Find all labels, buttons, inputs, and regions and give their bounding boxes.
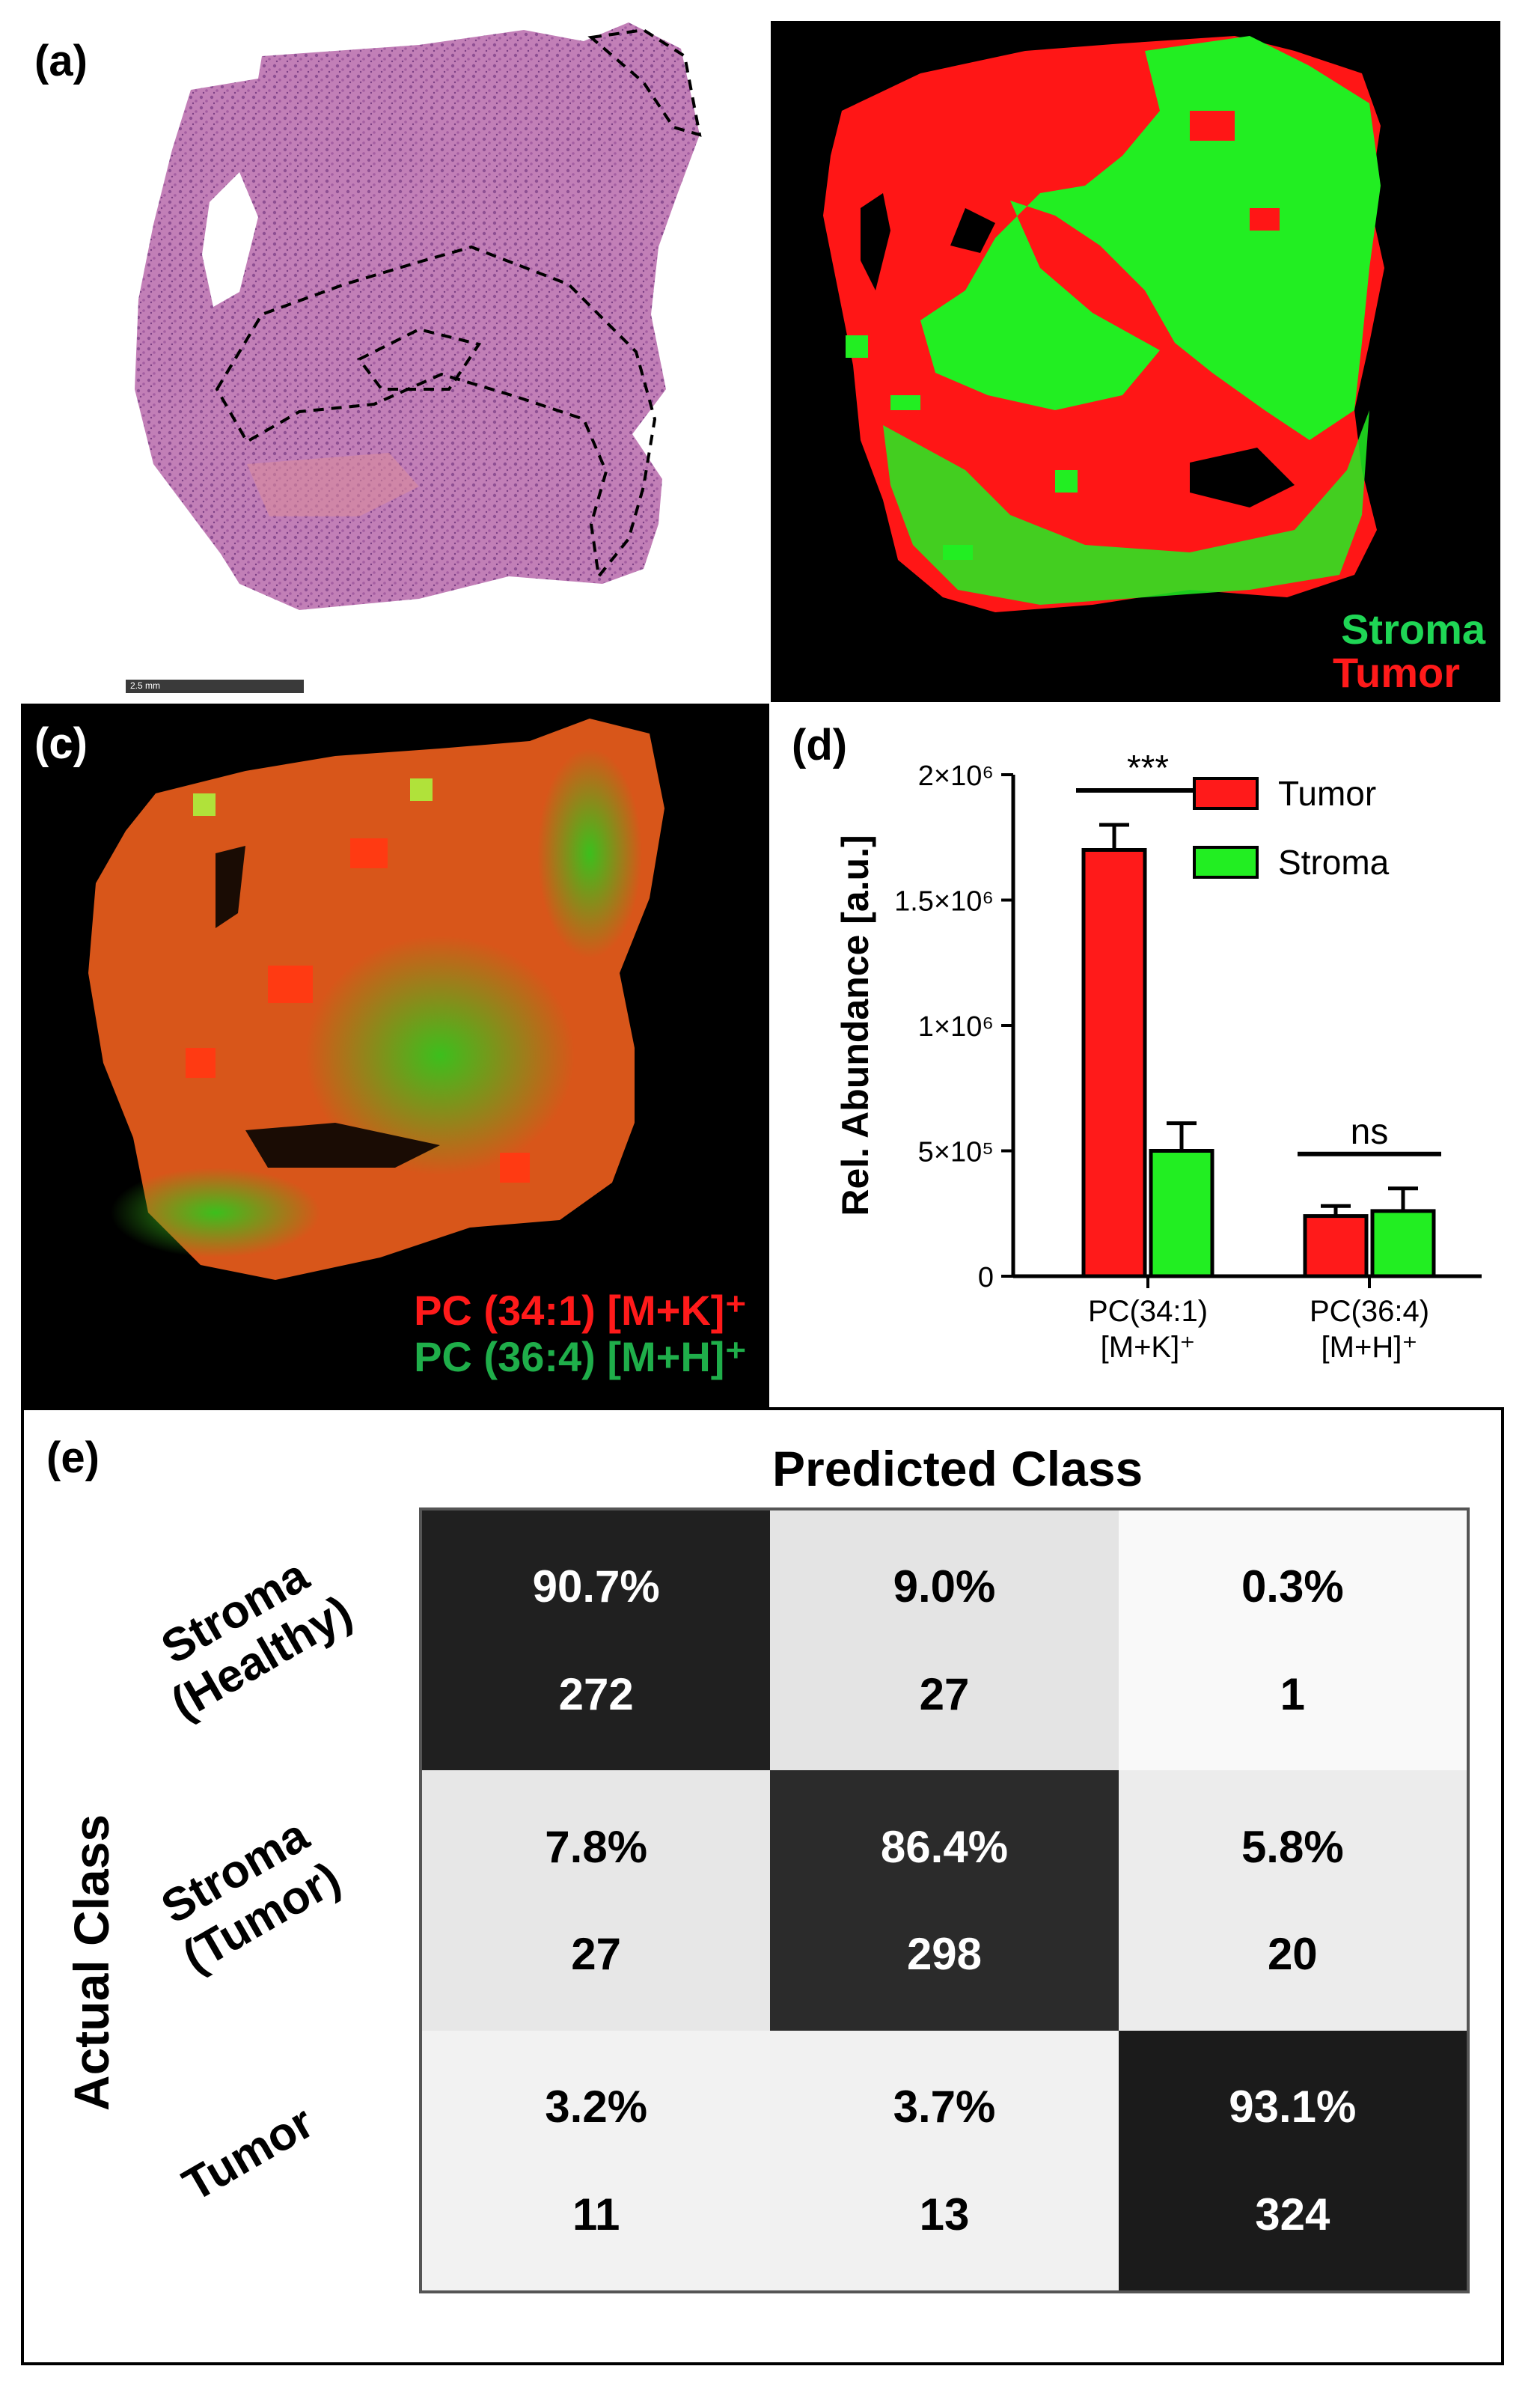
- cell-count: 27: [919, 1668, 970, 1719]
- bar-stroma-1: [1370, 1209, 1436, 1278]
- bar-chart: 0 5×10⁵ 1×10⁶ 1.5×10⁶ 2×10⁶ Rel. Abundance [a…: [834, 749, 1482, 1364]
- significance-label-0: ***: [1127, 749, 1169, 788]
- matrix-cell-0-0: 90.7% 272: [422, 1510, 771, 1771]
- panel-d-label: (d): [792, 721, 848, 769]
- bar-tumor-0: [1081, 848, 1147, 1278]
- y-tick-label-0: 0: [978, 1262, 994, 1293]
- cell-percentage: 7.8%: [545, 1821, 648, 1872]
- cell-percentage: 5.8%: [1241, 1821, 1344, 1872]
- cell-count: 11: [572, 2189, 620, 2240]
- panel-a-label: (a): [34, 37, 88, 85]
- y-tick-label-1: 5×10⁵: [918, 1137, 994, 1168]
- bar-tumor-1: [1303, 1214, 1369, 1278]
- matrix-cell-0-1: 9.0% 27: [770, 1510, 1119, 1771]
- y-tick-label-2: 1×10⁶: [918, 1011, 994, 1043]
- panel-b-label: (b): [792, 37, 848, 85]
- cell-percentage: 0.3%: [1241, 1561, 1344, 1612]
- panel-b: Stroma Tumor: [771, 21, 1500, 702]
- panel-e: (e) Predicted Class Actual Class Stroma(…: [21, 1407, 1504, 2365]
- cell-count: 272: [558, 1668, 634, 1719]
- cell-percentage: 3.2%: [545, 2081, 648, 2132]
- cell-percentage: 93.1%: [1229, 2081, 1357, 2132]
- y-tick-label-3: 1.5×10⁶: [894, 886, 994, 918]
- cell-count: 324: [1255, 2189, 1330, 2240]
- scale-bar-label: 2.5 mm: [130, 680, 161, 691]
- histology-image: [135, 22, 702, 610]
- matrix-cell-2-1: 3.7% 13: [770, 2030, 1119, 2290]
- cell-count: 13: [919, 2189, 970, 2240]
- scale-bar: 2.5 mm: [126, 680, 304, 693]
- row-label-0: Stroma (Healthy): [99, 1517, 398, 1752]
- x-tick-label-1-b: [M+H]⁺: [1321, 1331, 1418, 1364]
- actual-class-label: Actual Class: [63, 1813, 120, 2112]
- matrix-cell-1-0: 7.8% 27: [422, 1770, 771, 2031]
- y-axis-label: Rel. Abundance [a.u.]: [834, 835, 876, 1216]
- x-tick-label-1-a: PC(36:4): [1310, 1295, 1429, 1328]
- legend-label-stroma: Stroma: [1278, 843, 1390, 882]
- panel-c-label: (c): [34, 719, 88, 768]
- significance-label-1: ns: [1351, 1112, 1389, 1152]
- cell-count: 1: [1280, 1668, 1305, 1719]
- matrix-cell-1-2: 5.8% 20: [1118, 1770, 1467, 2031]
- cell-percentage: 86.4%: [880, 1821, 1009, 1872]
- matrix-cell-1-1: 86.4% 298: [770, 1770, 1119, 2031]
- bar-stroma-0: [1149, 1149, 1214, 1278]
- matrix-cell-2-0: 3.2% 11: [422, 2030, 771, 2290]
- legend-label-tumor: Tumor: [1278, 774, 1376, 813]
- legend-tumor: Tumor: [1332, 649, 1460, 696]
- panel-c: PC (34:1) [M+K]⁺ PC (36:4) [M+H]⁺: [21, 704, 769, 1407]
- row-label-2: Tumor: [112, 2060, 385, 2249]
- cell-percentage: 3.7%: [893, 2081, 996, 2132]
- panel-e-label: (e): [46, 1433, 100, 1482]
- row-label-line1: Tumor: [174, 2096, 323, 2212]
- legend-pc-36-4: PC (36:4) [M+H]⁺: [414, 1333, 747, 1380]
- cell-count: 27: [571, 1929, 622, 1980]
- classification-map: [823, 36, 1384, 612]
- x-tick-label-0-b: [M+K]⁺: [1101, 1331, 1196, 1364]
- x-tick-label-0-a: PC(34:1): [1088, 1295, 1208, 1328]
- legend-swatch-tumor: [1193, 777, 1259, 810]
- legend-pc-34-1: PC (34:1) [M+K]⁺: [414, 1287, 747, 1334]
- cell-percentage: 90.7%: [532, 1561, 660, 1612]
- predicted-class-title: Predicted Class: [772, 1441, 1143, 1496]
- cell-count: 298: [906, 1929, 983, 1980]
- panel-a: (a) 2.5 mm: [0, 0, 771, 704]
- legend-swatch-stroma: [1193, 846, 1259, 879]
- ion-image-overlay: [88, 719, 664, 1280]
- matrix-cell-2-2: 93.1% 324: [1118, 2030, 1467, 2290]
- matrix-cell-0-2: 0.3% 1: [1118, 1510, 1467, 1771]
- cell-count: 20: [1267, 1929, 1318, 1980]
- legend-stroma: Stroma: [1341, 606, 1485, 653]
- actual-class-text: Actual Class: [64, 1814, 119, 2112]
- cell-percentage: 9.0%: [893, 1561, 996, 1612]
- confusion-matrix-grid: 90.7% 272 9.0% 27 0.3% 1 7.8% 27 86.4% 298 5.8% 20 3…: [419, 1507, 1470, 2293]
- row-label-1: Stroma (Tumor): [99, 1778, 398, 2012]
- y-tick-label-4: 2×10⁶: [918, 760, 994, 792]
